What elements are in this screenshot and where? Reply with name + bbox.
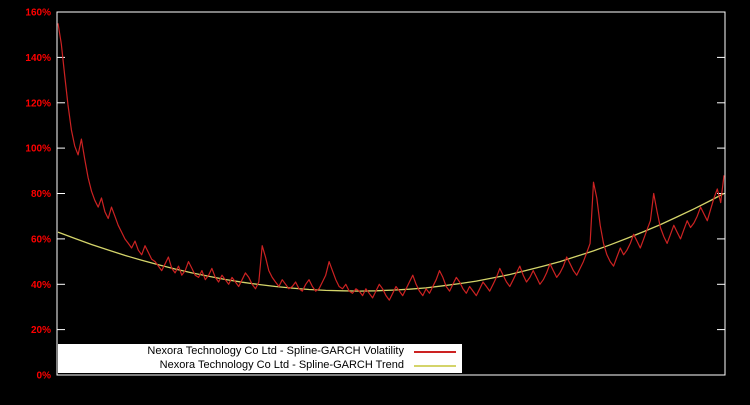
svg-text:120%: 120% [25, 98, 51, 109]
legend-row-volatility: Nexora Technology Co Ltd - Spline-GARCH … [58, 345, 462, 358]
svg-text:160%: 160% [25, 8, 51, 19]
legend-line-sample-volatility-icon [414, 350, 456, 353]
legend-label-volatility: Nexora Technology Co Ltd - Spline-GARCH … [147, 345, 404, 357]
legend-label-trend: Nexora Technology Co Ltd - Spline-GARCH … [159, 359, 404, 371]
legend-row-trend: Nexora Technology Co Ltd - Spline-GARCH … [58, 359, 462, 372]
svg-text:100%: 100% [25, 144, 51, 155]
svg-text:0%: 0% [37, 371, 52, 382]
legend: Nexora Technology Co Ltd - Spline-GARCH … [58, 344, 462, 373]
svg-text:40%: 40% [31, 280, 51, 291]
svg-text:60%: 60% [31, 234, 51, 245]
svg-text:140%: 140% [25, 53, 51, 64]
legend-line-sample-trend-icon [414, 364, 456, 367]
svg-text:20%: 20% [31, 325, 51, 336]
svg-text:80%: 80% [31, 189, 51, 200]
